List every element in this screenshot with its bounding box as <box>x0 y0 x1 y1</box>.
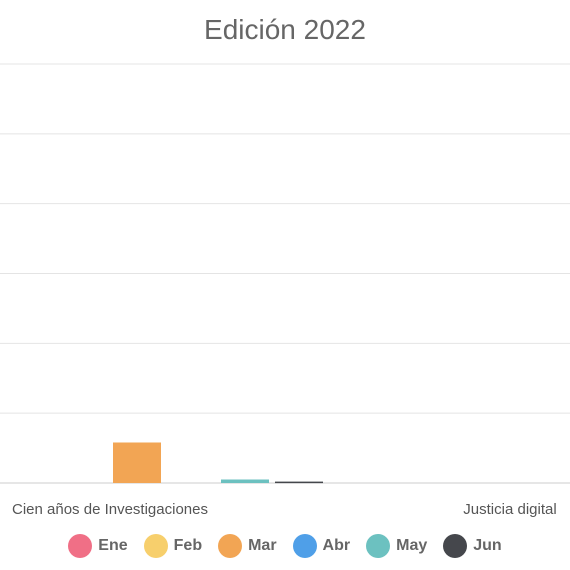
bar-jun[interactable] <box>275 481 323 484</box>
legend-swatch <box>143 534 168 558</box>
legend-label: Mar <box>248 537 277 554</box>
legend-item-ene[interactable]: Ene <box>68 534 128 558</box>
legend-item-may[interactable]: May <box>366 534 427 558</box>
legend-item-abr[interactable]: Abr <box>292 534 351 558</box>
x-tick-labels: Cien años de Investigaciones Justicia dig… <box>12 501 557 518</box>
legend-swatch <box>292 534 317 558</box>
legend-swatch <box>218 534 243 558</box>
bars <box>113 442 323 484</box>
legend-label: Jun <box>473 537 502 554</box>
legend-item-mar[interactable]: Mar <box>218 534 277 558</box>
chart-title: Edición 2022 <box>204 14 366 45</box>
bar-mar[interactable] <box>113 442 161 483</box>
legend-swatch <box>443 534 468 558</box>
legend-item-jun[interactable]: Jun <box>443 534 502 558</box>
x-tick-label: Cien años de Investigaciones <box>12 501 208 518</box>
bar-may[interactable] <box>221 479 269 483</box>
legend-item-feb[interactable]: Feb <box>143 534 203 558</box>
legend-label: Feb <box>173 537 203 554</box>
plot-area: Cien años de Investigaciones Justicia dig… <box>0 63 570 518</box>
gridlines <box>0 63 570 484</box>
legend-label: May <box>396 537 428 554</box>
legend-label: Abr <box>322 537 351 554</box>
legend-label: Ene <box>98 537 128 554</box>
legend: Ene Feb Mar Abr May Jun <box>0 534 570 558</box>
x-tick-label: Justicia digital <box>463 501 556 518</box>
legend-swatch <box>366 534 391 558</box>
legend-swatch <box>68 534 93 558</box>
